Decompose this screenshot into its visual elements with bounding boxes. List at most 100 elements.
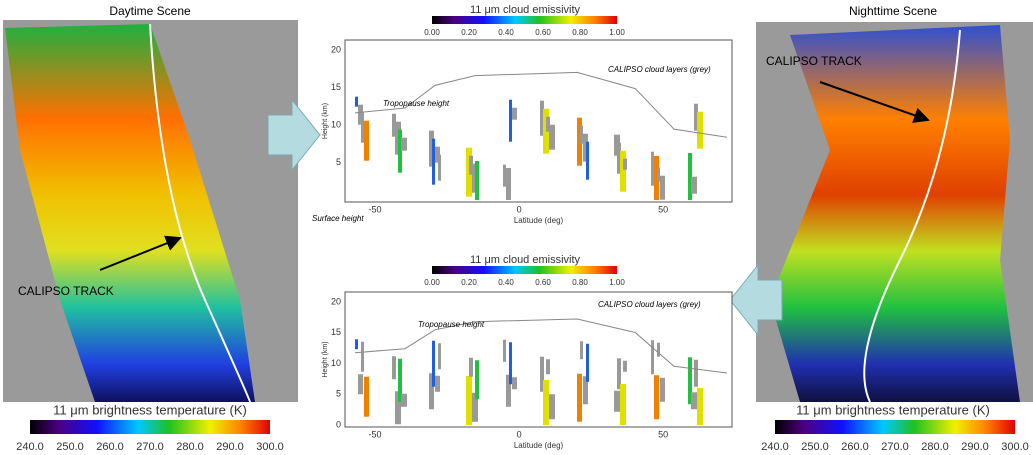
colorbar-title: 11 μm cloud emissivity (470, 254, 581, 266)
cloud-layer (580, 125, 583, 144)
y-tick-label: 10 (331, 119, 341, 129)
track-arrow (99, 235, 182, 271)
cloud-layer (429, 130, 434, 167)
cloud-layer (691, 392, 697, 410)
colorbar-tick-label: 0.80 (572, 28, 588, 37)
cloud-layer (432, 138, 435, 185)
cloud-layer (512, 107, 517, 120)
cloud-layer (651, 340, 654, 375)
cloud-layer (401, 393, 407, 407)
cloud-layer (549, 394, 555, 420)
cloud-layer (364, 120, 369, 161)
cloud-layer (392, 356, 396, 380)
annotation: Tropopause height (418, 320, 485, 329)
colorbar-tick-label: 240.0 (761, 441, 789, 453)
cloud-layer (361, 341, 364, 372)
annotation: CALIPSO cloud layers (grey) (598, 300, 701, 309)
colorbar-tick-label: 280.0 (921, 441, 949, 453)
colorbar-tick-label: 1.00 (609, 28, 625, 37)
cloud-layer (438, 343, 441, 370)
x-tick-label: -50 (368, 429, 381, 439)
cloud-layer (543, 380, 549, 425)
scene-swath (5, 24, 255, 402)
cloud-layer (469, 357, 473, 377)
annotation: CALIPSO TRACK (766, 54, 862, 68)
annotation: Tropopause height (383, 99, 450, 108)
annotation: CALIPSO cloud layers (grey) (608, 65, 711, 74)
cloud-layer (438, 154, 441, 181)
cloud-layer (617, 142, 621, 174)
curtain-plot: 11 μm cloud emissivity 0.00 0.20 0.40 0.60 0.… (322, 254, 733, 450)
cloud-layer (617, 358, 621, 390)
cloud-layer (660, 377, 665, 402)
cloud-layer (657, 167, 660, 182)
cloud-layer (475, 360, 479, 400)
cloud-layer (694, 359, 698, 387)
y-tick-label: 10 (331, 358, 341, 368)
y-tick-label: 15 (331, 327, 341, 337)
y-tick-label: 20 (331, 296, 341, 306)
cloud-layer (614, 390, 620, 412)
cloud-layer (466, 376, 472, 425)
cloud-layer (546, 116, 550, 132)
cloud-layer (509, 99, 512, 142)
x-tick-label: 50 (658, 429, 668, 439)
colorbar-tick-label: 0.20 (461, 278, 477, 287)
colorbar-tick-label: 270.0 (881, 441, 909, 453)
colorbar-tick-label: 300.0 (1001, 441, 1029, 453)
colorbar-ticks: 240.0 250.0 260.0 270.0 280.0 290.0 300.0 (16, 441, 284, 453)
cloud-layer (691, 176, 697, 194)
y-tick-label: 0 (336, 419, 341, 429)
tropopause-line (354, 71, 728, 138)
cloud-layer (654, 375, 659, 420)
cloud-layer (364, 376, 369, 417)
cloud-layer (503, 164, 506, 187)
cloud-layer (398, 358, 402, 402)
cloud-layer (697, 111, 703, 149)
cloud-layer (583, 376, 588, 405)
y-tick-label: 5 (336, 157, 341, 167)
cloud-layer (580, 341, 583, 360)
cloud-layer (651, 151, 654, 186)
x-tick-label: 50 (658, 204, 668, 214)
cloud-layer (688, 357, 692, 405)
colorbar-tick-label: 300.0 (256, 441, 284, 453)
y-axis-label: Height (km) (322, 341, 329, 377)
cloud-layer (398, 129, 402, 173)
y-tick-label: 5 (336, 389, 341, 399)
panel-title: Nighttime Scene (849, 4, 937, 18)
cloud-layer (577, 373, 582, 422)
colorbar (432, 266, 617, 274)
cloud-layer (506, 168, 511, 200)
colorbar-title: 11 μm brightness temperature (K) (53, 402, 247, 417)
cloud-layer (549, 124, 555, 150)
cloud-layer (620, 150, 626, 192)
cloud-layer (654, 156, 659, 200)
track-arrow (819, 81, 930, 123)
cloud-layer (697, 388, 703, 425)
colorbar-tick-label: 240.0 (16, 441, 44, 453)
cloud-layer (694, 103, 698, 131)
colorbar-title: 11 μm brightness temperature (K) (796, 402, 990, 417)
colorbar-tick-label: 0.00 (424, 278, 440, 287)
colorbar-tick-label: 270.0 (136, 441, 164, 453)
colorbar-tick-label: 250.0 (801, 441, 829, 453)
cloud-layer (540, 100, 544, 136)
colorbar-tick-label: 250.0 (56, 441, 84, 453)
cloud-layer (506, 374, 511, 407)
colorbar-tick-label: 1.00 (609, 278, 625, 287)
colorbar-tick-label: 280.0 (176, 441, 204, 453)
colorbar-tick-label: 0.40 (498, 278, 514, 287)
cloud-layer (657, 342, 660, 357)
colorbar-tick-label: 0.80 (572, 278, 588, 287)
colorbar-tick-label: 0.00 (424, 28, 440, 37)
colorbar-tick-label: 290.0 (961, 441, 989, 453)
cloud-layer (355, 339, 358, 350)
annotation: Surface height (312, 214, 364, 223)
cloud-layer (469, 155, 473, 175)
cloud-layer (472, 392, 478, 422)
cloud-layer (432, 340, 435, 387)
cloud-layer (503, 339, 506, 362)
cloud-layer (392, 113, 396, 137)
y-axis-label: Height (km) (322, 103, 329, 139)
